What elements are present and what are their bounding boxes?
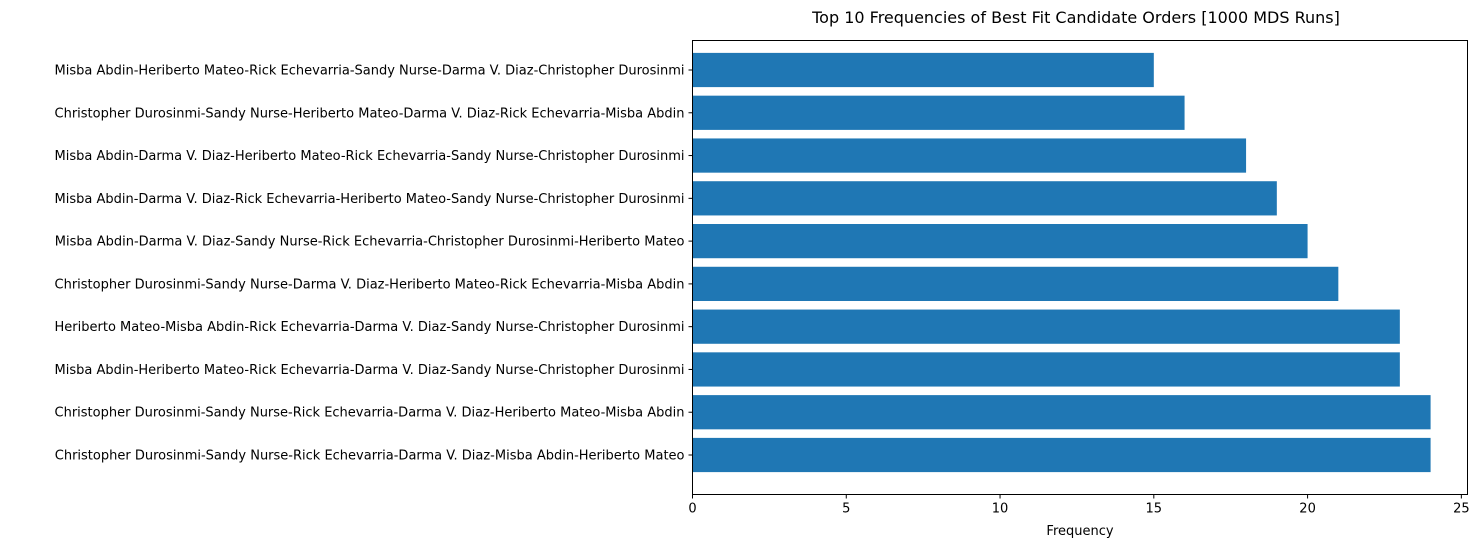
bar — [692, 266, 1339, 301]
y-tick-label: Misba Abdin-Heriberto Mateo-Rick Echevar… — [55, 64, 685, 79]
bar — [692, 309, 1400, 344]
plot-frame — [692, 40, 1468, 495]
x-tick-label: 20 — [1299, 502, 1316, 517]
bar — [692, 181, 1277, 216]
y-tick-label: Heriberto Mateo-Misba Abdin-Rick Echevar… — [55, 320, 685, 335]
bar — [692, 395, 1431, 430]
x-tick-label: 0 — [688, 502, 696, 517]
x-tick-label: 10 — [992, 502, 1009, 517]
y-tick-label: Misba Abdin-Darma V. Diaz-Sandy Nurse-Ri… — [55, 235, 685, 250]
bar — [692, 224, 1308, 259]
x-axis-ticks: 0 5 10 15 20 25 — [688, 494, 1470, 517]
y-tick-label: Misba Abdin-Darma V. Diaz-Heriberto Mate… — [55, 149, 685, 164]
y-tick-label: Misba Abdin-Darma V. Diaz-Rick Echevarri… — [55, 192, 685, 207]
x-tick-label: 15 — [1146, 502, 1163, 517]
chart-title: Top 10 Frequencies of Best Fit Candidate… — [811, 8, 1340, 27]
y-tick-label: Christopher Durosinmi-Sandy Nurse-Darma … — [55, 277, 685, 292]
x-tick-label: 5 — [842, 502, 850, 517]
bar — [692, 352, 1400, 387]
bar — [692, 95, 1185, 130]
bars-group — [692, 52, 1431, 473]
y-tick-label: Christopher Durosinmi-Sandy Nurse-Heribe… — [55, 106, 685, 121]
x-axis-label: Frequency — [1046, 524, 1113, 539]
x-tick-label: 25 — [1453, 502, 1470, 517]
y-tick-label: Christopher Durosinmi-Sandy Nurse-Rick E… — [55, 449, 685, 464]
bar — [692, 437, 1431, 473]
y-tick-label: Misba Abdin-Heriberto Mateo-Rick Echevar… — [55, 363, 685, 378]
y-tick-label: Christopher Durosinmi-Sandy Nurse-Rick E… — [55, 406, 685, 421]
bar — [692, 138, 1247, 173]
y-axis-ticks: Misba Abdin-Heriberto Mateo-Rick Echevar… — [55, 64, 693, 464]
bar — [692, 52, 1154, 88]
